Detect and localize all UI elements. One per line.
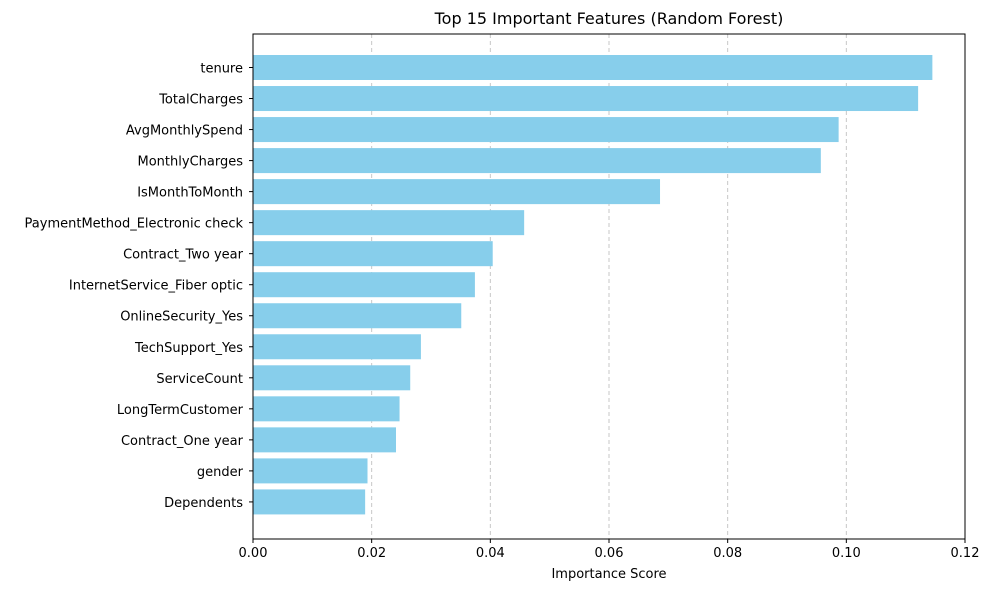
y-tick-label: IsMonthToMonth <box>137 186 243 201</box>
y-tick-label: OnlineSecurity_Yes <box>120 310 243 325</box>
x-tick-label: 0.06 <box>595 546 624 561</box>
y-tick-label: TotalCharges <box>158 93 243 108</box>
bar <box>253 148 821 174</box>
bar <box>253 303 462 329</box>
y-axis-labels: tenure TotalCharges AvgMonthlySpend Monthly… <box>25 62 253 511</box>
x-tick-label: 0.04 <box>476 546 505 561</box>
bar <box>253 272 475 298</box>
bar <box>253 179 661 205</box>
chart-title: Top 15 Important Features (Random Forest… <box>434 9 784 28</box>
y-tick-label: PaymentMethod_Electronic check <box>25 217 244 232</box>
y-tick-label: InternetService_Fiber optic <box>69 279 243 294</box>
x-tick-label: 0.00 <box>239 546 268 561</box>
bars <box>253 55 933 515</box>
y-tick-label: Contract_One year <box>121 434 244 449</box>
x-tick-label: 0.02 <box>357 546 386 561</box>
x-tick-label: 0.12 <box>951 546 980 561</box>
bar <box>253 241 493 267</box>
bar <box>253 489 366 515</box>
x-tick-label: 0.08 <box>713 546 742 561</box>
bar <box>253 458 368 484</box>
y-tick-label: TechSupport_Yes <box>134 341 243 356</box>
bar <box>253 396 400 422</box>
y-tick-label: Dependents <box>164 496 243 511</box>
y-tick-label: gender <box>197 465 244 480</box>
y-tick-label: AvgMonthlySpend <box>126 124 243 139</box>
y-tick-label: ServiceCount <box>156 372 243 387</box>
y-tick-label: Contract_Two year <box>123 248 244 263</box>
bar <box>253 427 396 453</box>
x-tick-label: 0.10 <box>832 546 861 561</box>
bar <box>253 117 839 143</box>
bar <box>253 86 919 112</box>
y-tick-label: tenure <box>200 62 243 77</box>
x-axis-ticks: 0.00 0.02 0.04 0.06 0.08 0.10 0.12 <box>239 539 980 561</box>
y-tick-label: MonthlyCharges <box>138 155 244 170</box>
bar <box>253 365 411 391</box>
x-axis-label: Importance Score <box>551 567 666 582</box>
bar <box>253 210 525 236</box>
y-tick-label: LongTermCustomer <box>117 403 244 418</box>
bar <box>253 55 933 80</box>
bar <box>253 334 421 360</box>
